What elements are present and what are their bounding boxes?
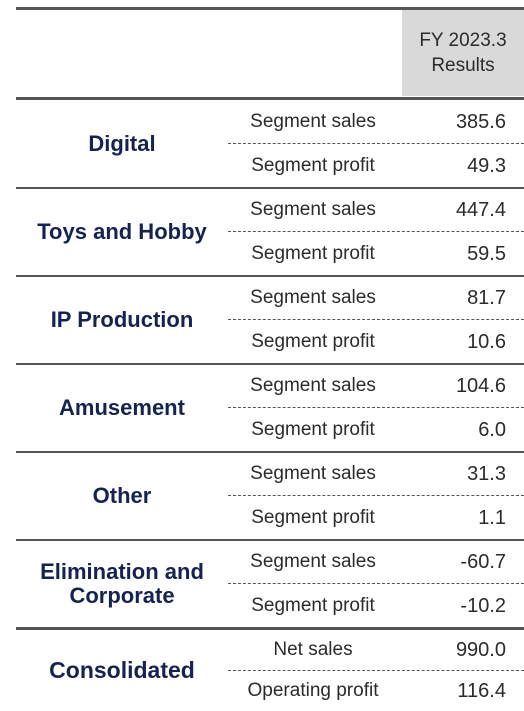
row-value: 81.7 <box>467 286 506 309</box>
segment-profit-row: Segment profit -10.2 <box>228 584 524 628</box>
header-bottom-rule <box>16 97 524 100</box>
row-value: 104.6 <box>455 374 506 397</box>
row-value: 10.6 <box>467 330 506 353</box>
results-table: FY 2023.3 Results Digital Segment sales … <box>16 0 524 710</box>
operating-profit-row: Operating profit 116.4 <box>228 671 524 711</box>
row-value: -60.7 <box>460 550 506 573</box>
row-label: Segment sales <box>250 111 376 132</box>
segment-sales-row: Segment sales 81.7 <box>228 276 524 320</box>
segment-name: IP Production <box>50 307 194 332</box>
row-value: 31.3 <box>467 462 506 485</box>
segment-name: Consolidated <box>49 657 195 683</box>
segment-toys-and-hobby: Toys and Hobby Segment sales 447.4 Segme… <box>16 188 524 277</box>
segment-profit-row: Segment profit 59.5 <box>228 232 524 276</box>
row-value: 385.6 <box>455 110 506 133</box>
segment-separator <box>16 363 524 365</box>
segment-sales-row: Segment sales -60.7 <box>228 540 524 584</box>
segment-name: Amusement <box>59 395 185 420</box>
segment-separator <box>16 539 524 541</box>
segment-ip-production: IP Production Segment sales 81.7 Segment… <box>16 276 524 365</box>
segment-name: Digital <box>88 131 156 156</box>
net-sales-row: Net sales 990.0 <box>228 630 524 670</box>
segment-profit-row: Segment profit 10.6 <box>228 320 524 364</box>
segment-sales-row: Segment sales 31.3 <box>228 452 524 496</box>
row-label: Segment profit <box>251 331 375 352</box>
segment-profit-row: Segment profit 1.1 <box>228 496 524 540</box>
column-header-fy2023: FY 2023.3 Results <box>402 10 524 96</box>
column-header-line2: Results <box>431 55 495 76</box>
row-label: Segment sales <box>250 287 376 308</box>
consolidated-top-rule <box>16 627 524 630</box>
row-label: Segment sales <box>250 551 376 572</box>
dashed-divider <box>228 495 524 496</box>
segment-digital: Digital Segment sales 385.6 Segment prof… <box>16 100 524 189</box>
segment-consolidated: Consolidated Net sales 990.0 Operating p… <box>16 630 524 710</box>
dashed-divider <box>228 319 524 320</box>
row-value: 49.3 <box>467 154 506 177</box>
segment-profit-row: Segment profit 6.0 <box>228 408 524 452</box>
row-label: Segment profit <box>251 243 375 264</box>
row-label: Segment profit <box>251 507 375 528</box>
row-value: -10.2 <box>460 594 506 617</box>
row-label: Net sales <box>273 639 353 660</box>
segment-amusement: Amusement Segment sales 104.6 Segment pr… <box>16 364 524 453</box>
segment-sales-row: Segment sales 447.4 <box>228 188 524 232</box>
row-label: Segment sales <box>250 463 376 484</box>
dashed-divider <box>228 407 524 408</box>
segment-name: Toys and Hobby <box>37 219 207 244</box>
segment-separator <box>16 275 524 277</box>
dashed-divider <box>228 583 524 584</box>
row-label: Segment profit <box>251 595 375 616</box>
segment-separator <box>16 187 524 189</box>
dashed-divider <box>228 670 524 671</box>
segment-sales-row: Segment sales 104.6 <box>228 364 524 408</box>
segment-profit-row: Segment profit 49.3 <box>228 144 524 188</box>
row-label: Segment sales <box>250 199 376 220</box>
row-label: Segment sales <box>250 375 376 396</box>
segment-elimination-and-corporate: Elimination and Corporate Segment sales … <box>16 540 524 628</box>
segment-sales-row: Segment sales 385.6 <box>228 100 524 144</box>
row-value: 116.4 <box>457 679 506 702</box>
segment-other: Other Segment sales 31.3 Segment profit … <box>16 452 524 541</box>
row-label: Segment profit <box>251 155 375 176</box>
segment-separator <box>16 451 524 453</box>
row-value: 6.0 <box>478 418 506 441</box>
row-value: 447.4 <box>455 198 506 221</box>
row-value: 59.5 <box>467 242 506 265</box>
row-label: Segment profit <box>251 419 375 440</box>
dashed-divider <box>228 143 524 144</box>
row-value: 1.1 <box>478 506 506 529</box>
top-rule <box>16 7 524 10</box>
column-header-line1: FY 2023.3 <box>419 30 507 51</box>
segment-name: Elimination and Corporate <box>40 559 204 608</box>
row-value: 990.0 <box>455 638 506 661</box>
row-label: Operating profit <box>247 680 379 701</box>
segment-name: Other <box>92 483 152 508</box>
dashed-divider <box>228 231 524 232</box>
